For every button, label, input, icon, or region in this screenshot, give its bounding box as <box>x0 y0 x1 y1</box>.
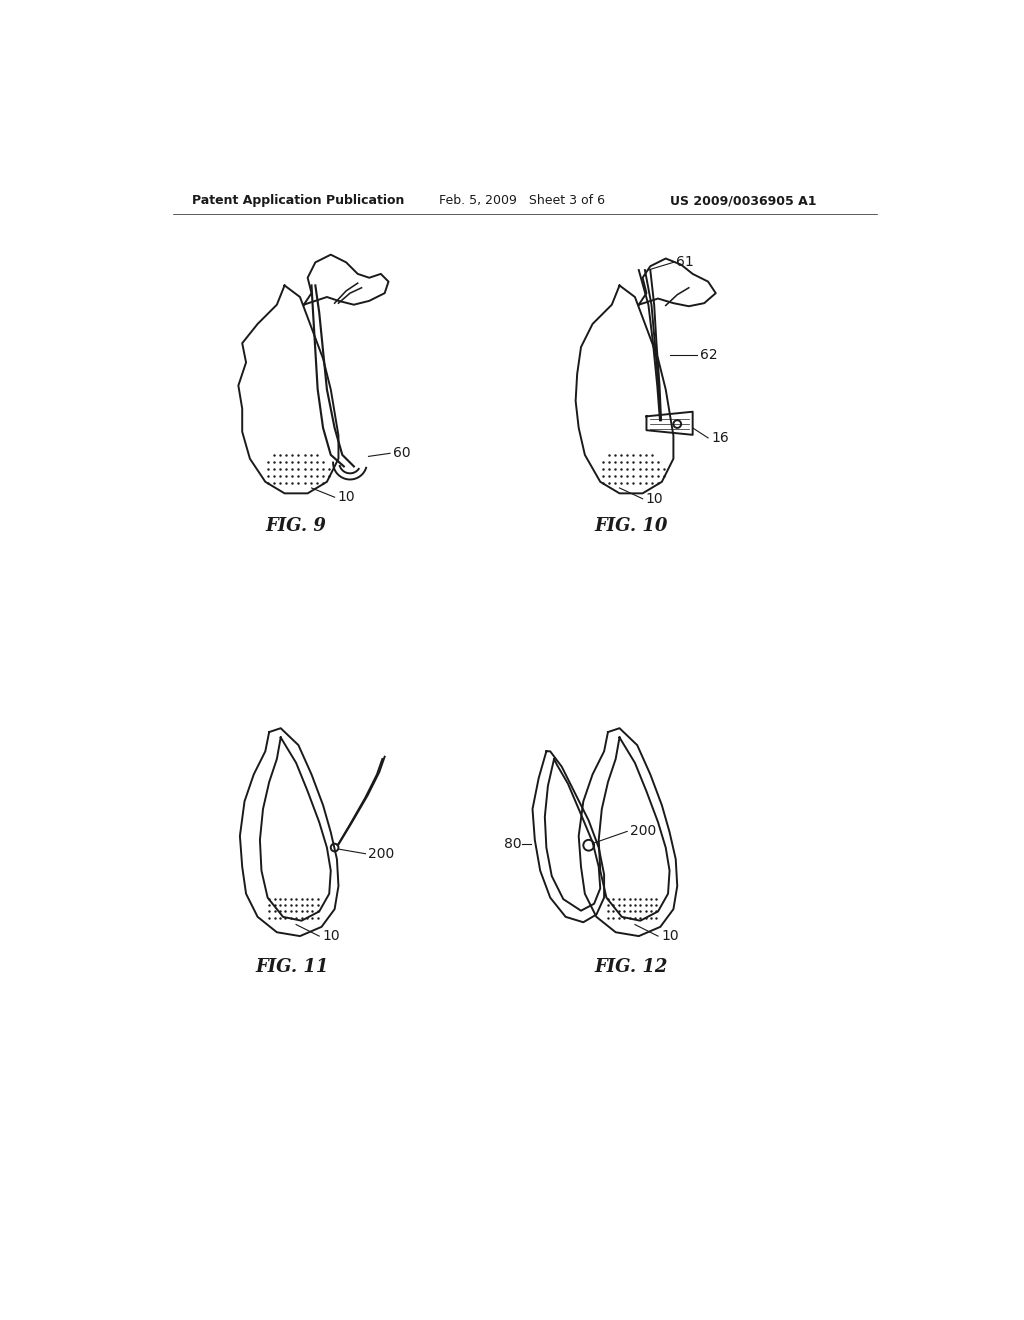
Text: FIG. 10: FIG. 10 <box>594 517 668 536</box>
Text: 200: 200 <box>369 846 394 861</box>
Text: 10: 10 <box>646 492 664 506</box>
Text: US 2009/0036905 A1: US 2009/0036905 A1 <box>670 194 816 207</box>
Text: 60: 60 <box>393 446 411 461</box>
Text: 10: 10 <box>338 490 355 504</box>
Text: 62: 62 <box>699 347 717 362</box>
Text: FIG. 11: FIG. 11 <box>256 958 329 975</box>
Text: Patent Application Publication: Patent Application Publication <box>193 194 404 207</box>
Text: 61: 61 <box>677 255 694 269</box>
Text: FIG. 9: FIG. 9 <box>265 517 327 536</box>
Text: 10: 10 <box>662 929 679 942</box>
Text: FIG. 12: FIG. 12 <box>594 958 668 975</box>
Text: 80: 80 <box>504 837 521 850</box>
Text: 16: 16 <box>711 430 729 445</box>
Text: Feb. 5, 2009   Sheet 3 of 6: Feb. 5, 2009 Sheet 3 of 6 <box>438 194 604 207</box>
Text: 10: 10 <box>323 929 340 942</box>
Text: 200: 200 <box>631 825 656 838</box>
